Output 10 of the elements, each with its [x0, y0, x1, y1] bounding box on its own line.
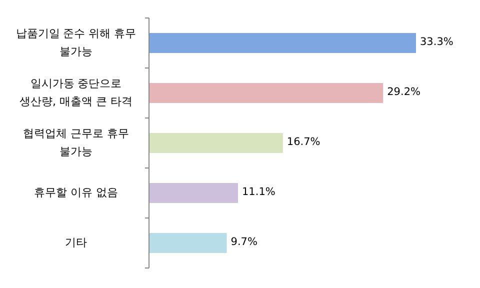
data-label: 9.7%	[230, 236, 258, 248]
data-label: 29.2%	[387, 86, 420, 98]
data-label: 11.1%	[242, 186, 276, 198]
data-label: 16.7%	[286, 136, 320, 148]
y-tick-label: 휴무할 이유 없음	[33, 185, 119, 201]
y-tick-label: 기타	[64, 235, 88, 251]
y-tick-label: 일시가동 중단으로 생산량, 매출액 큰 타격	[18, 76, 134, 110]
data-label: 33.3%	[420, 36, 454, 48]
y-tick-label: 납품기일 준수 위해 휴무 불가능	[14, 26, 138, 60]
y-tick-label: 협력업체 근무로 휴무 불가능	[22, 126, 130, 160]
